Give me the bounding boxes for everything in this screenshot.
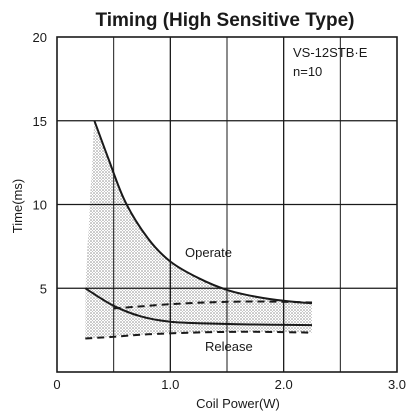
model-annotation: VS-12STB·E <box>293 45 368 60</box>
release-curve-label: Release <box>205 339 253 354</box>
text-layer: Timing (High Sensitive Type) Coil Power(… <box>10 10 406 411</box>
x-tick-label: 3.0 <box>388 377 406 392</box>
y-tick-label: 5 <box>40 281 47 296</box>
operate-curve-label: Operate <box>185 245 232 260</box>
y-tick-label: 10 <box>33 198 47 213</box>
x-tick-label: 1.0 <box>161 377 179 392</box>
operate-max-line <box>93 120 313 305</box>
y-axis-label: Time(ms) <box>10 179 25 233</box>
curve-layer <box>84 120 313 340</box>
x-tick-label: 2.0 <box>275 377 293 392</box>
release-min-line <box>85 330 313 340</box>
y-tick-label: 20 <box>33 30 47 45</box>
chart-title: Timing (High Sensitive Type) <box>96 10 355 31</box>
release-max-line <box>84 287 313 327</box>
y-tick-label: 15 <box>33 114 47 129</box>
x-tick-label: 0 <box>53 377 60 392</box>
grid-layer <box>56 36 398 373</box>
scatter-band <box>85 120 312 339</box>
operate-min-line <box>113 300 313 310</box>
x-axis-label: Coil Power(W) <box>196 396 280 411</box>
band-layer <box>85 120 312 339</box>
sample-size-annotation: n=10 <box>293 64 322 79</box>
